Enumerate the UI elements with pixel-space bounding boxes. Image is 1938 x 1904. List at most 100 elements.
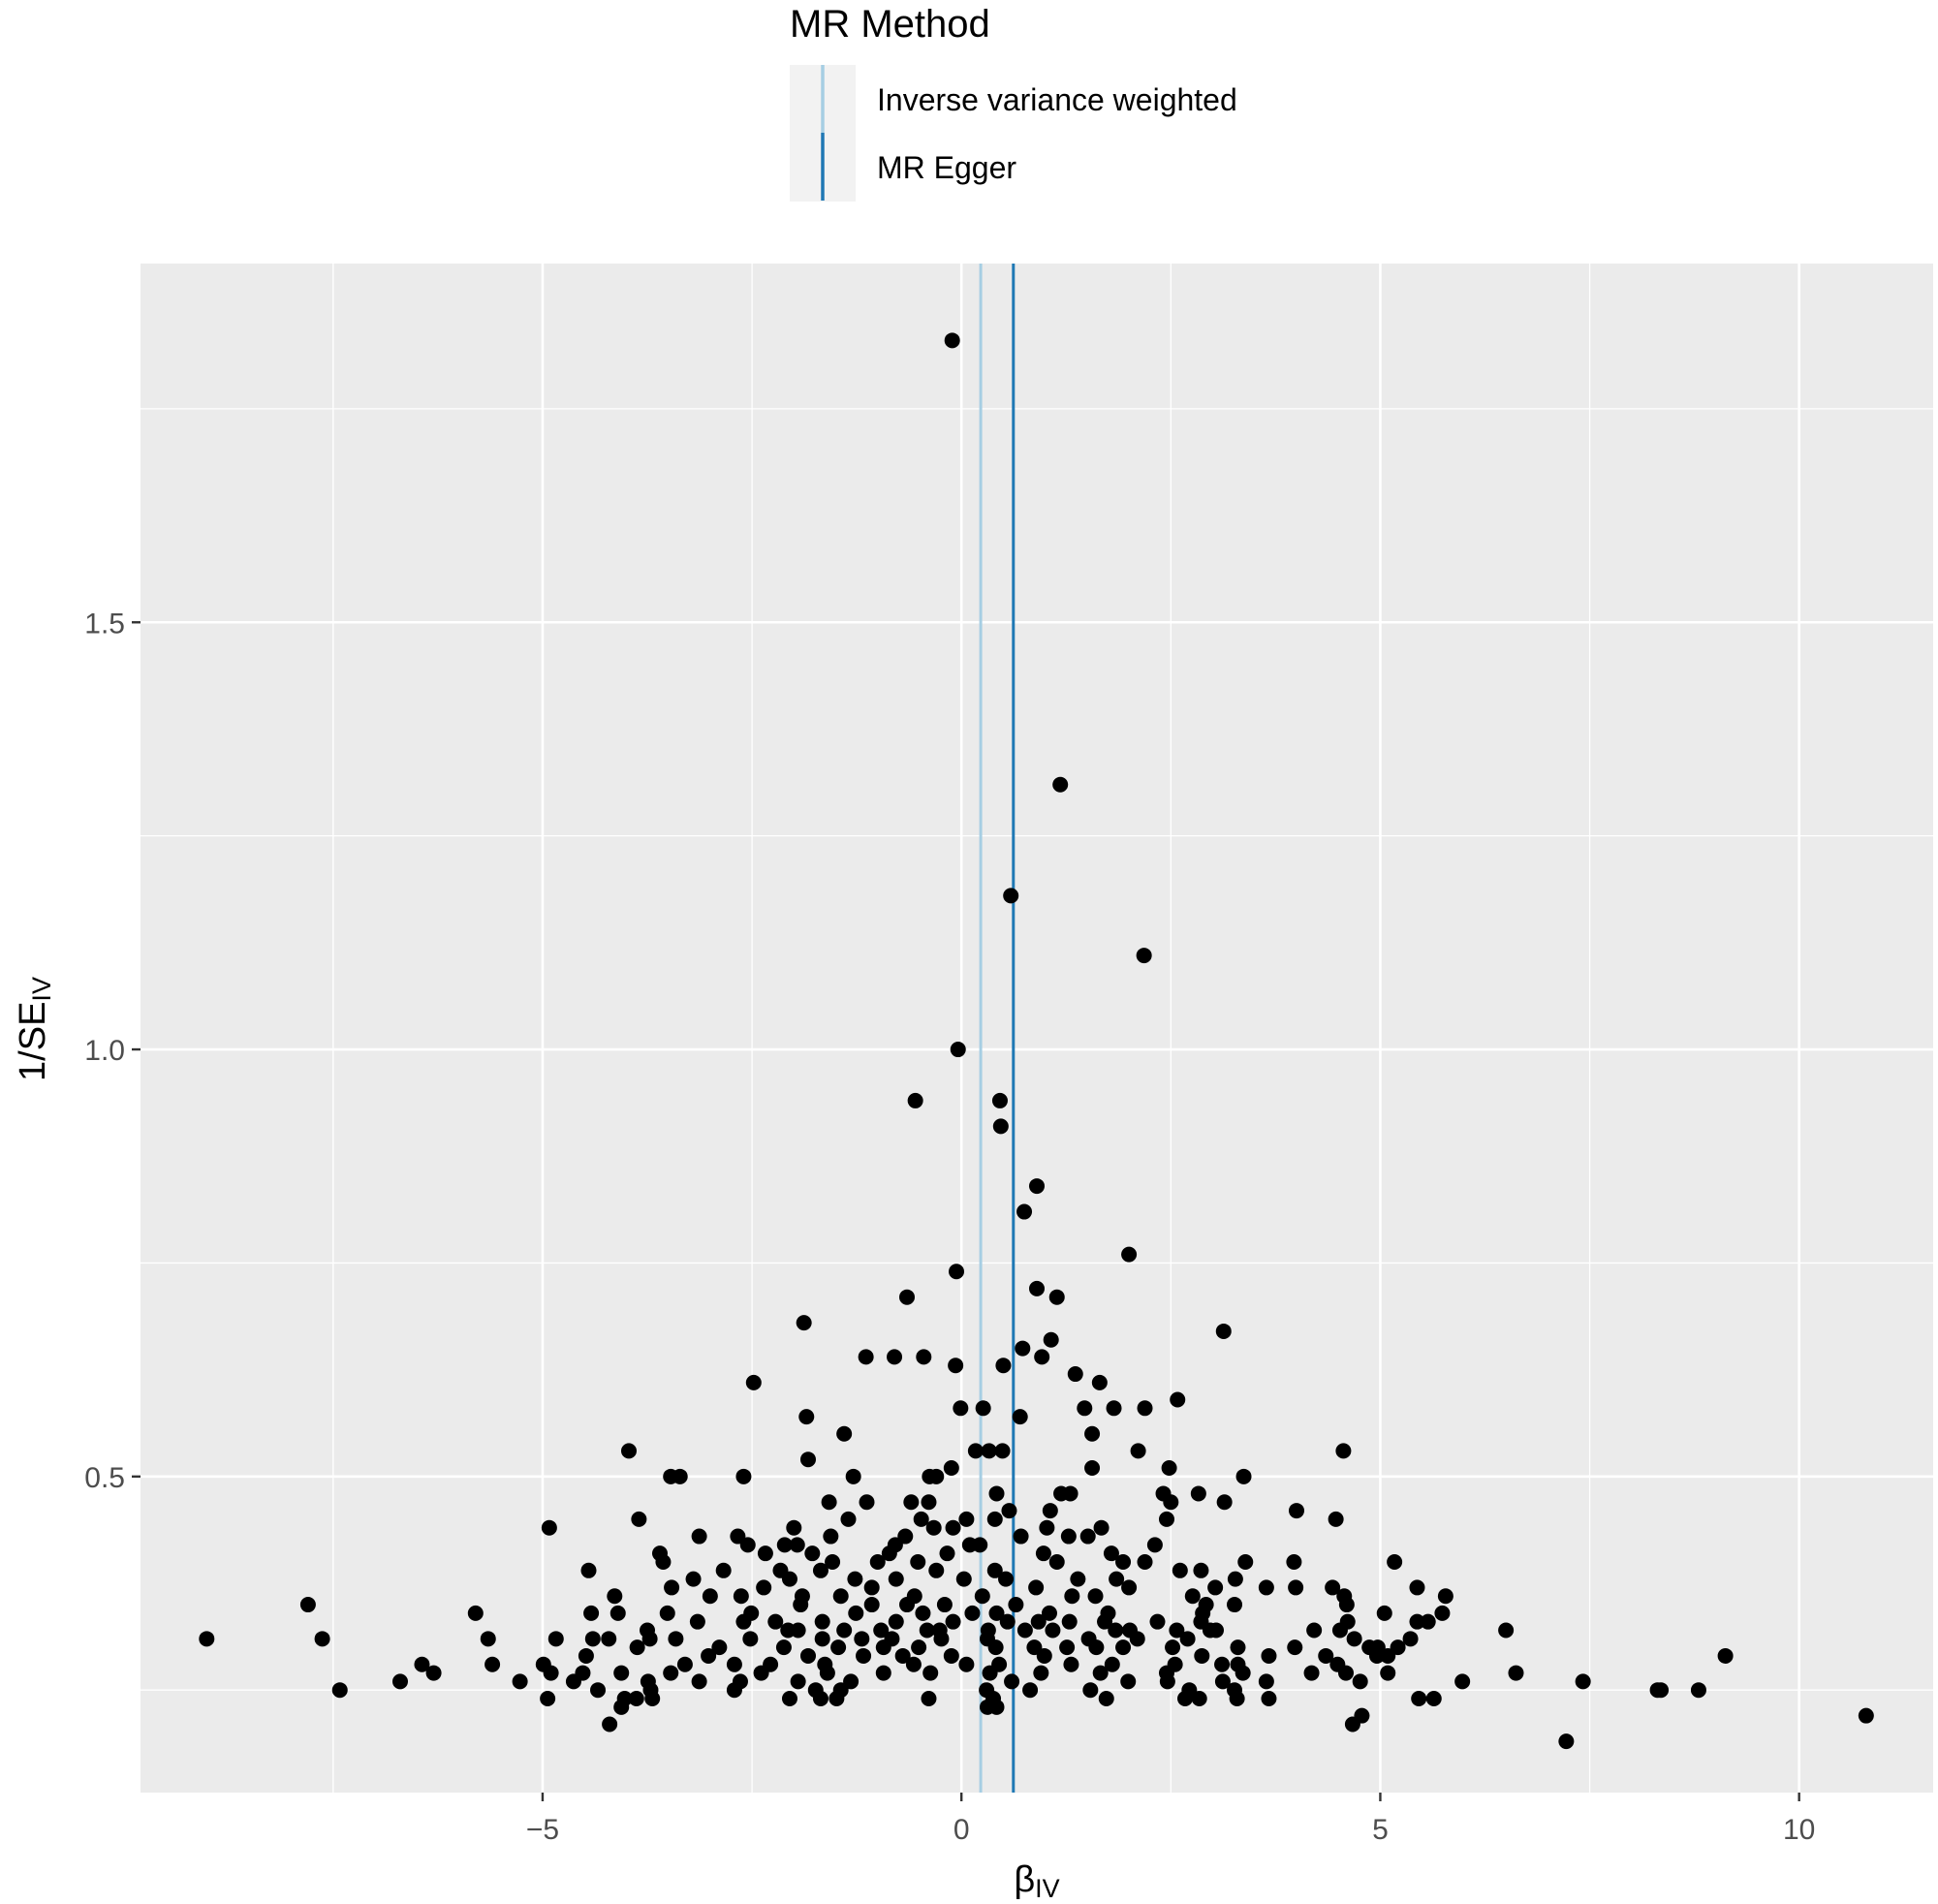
data-point [767,1613,784,1630]
data-point [1084,1460,1101,1477]
data-point [944,332,960,349]
data-point [1149,1613,1166,1630]
data-point [1029,1178,1045,1195]
data-point [425,1665,442,1681]
data-point [610,1605,626,1621]
data-point [1012,1409,1028,1425]
data-point [830,1639,847,1656]
data-point [1120,1673,1137,1690]
data-point [925,1519,942,1536]
data-point [691,1673,707,1690]
data-point [1036,1647,1052,1664]
data-point [1434,1605,1451,1621]
data-point [1191,1691,1207,1707]
data-point [1344,1716,1360,1732]
data-point [981,1443,997,1459]
data-point [659,1605,675,1621]
minor-gridlines [141,264,1933,1793]
data-point [1288,1503,1304,1519]
data-point [753,1665,769,1681]
data-point [840,1511,857,1527]
data-point [1258,1673,1274,1690]
data-point [916,1349,932,1365]
data-point [1063,1656,1079,1672]
data-point [1035,1545,1051,1562]
data-point [668,1631,684,1647]
x-axis-title-sub: IV [1035,1874,1060,1903]
data-point [936,1597,953,1613]
data-point [1376,1605,1392,1621]
data-point [799,1647,816,1664]
data-point [1190,1485,1206,1502]
data-point [869,1553,886,1570]
data-point [992,1118,1009,1135]
data-point [607,1588,623,1605]
data-point [1368,1647,1385,1664]
data-point [1235,1665,1251,1681]
data-point [1303,1665,1320,1681]
data-point [1121,1246,1138,1263]
data-point [1091,1374,1108,1390]
data-point [543,1665,559,1681]
data-point [1098,1691,1114,1707]
data-point [1079,1528,1096,1545]
data-point [812,1691,828,1707]
data-point [994,1443,1011,1459]
data-point [845,1468,861,1484]
data-point [873,1622,890,1639]
data-point [919,1622,935,1639]
data-point [1346,1631,1362,1647]
data-point [991,1092,1008,1108]
data-point [967,1443,984,1459]
data-point [735,1613,752,1630]
data-point [757,1545,773,1562]
data-point [331,1682,348,1699]
legend: MR Method Inverse variance weighted MR E… [790,3,1237,202]
data-point [943,1460,959,1477]
data-point [781,1691,797,1707]
data-point [953,1400,969,1417]
data-point [1172,1562,1188,1578]
data-point [1016,1203,1033,1220]
data-point [739,1537,756,1553]
data-point [1042,1503,1058,1519]
data-point [987,1639,1004,1656]
data-point [1286,1553,1302,1570]
data-point [1411,1691,1427,1707]
data-point [1207,1579,1224,1596]
data-point [663,1665,679,1681]
data-point [776,1537,793,1553]
data-point [999,1613,1016,1630]
data-point [1159,1673,1175,1690]
data-point [1084,1425,1101,1442]
x-tick-label: −5 [526,1814,559,1846]
data-point [1337,1665,1354,1681]
data-point [958,1656,975,1672]
data-point [1717,1647,1734,1664]
data-point [888,1613,904,1630]
data-point [964,1605,981,1621]
data-point [1029,1280,1045,1296]
data-point [928,1468,945,1484]
data-point [601,1631,617,1647]
data-point [602,1716,618,1732]
data-point [631,1511,647,1527]
data-point [1169,1622,1185,1639]
data-point [945,1613,961,1630]
data-point [1039,1519,1055,1536]
data-point [1215,1323,1232,1339]
data-point [691,1528,707,1545]
data-point [1008,1597,1024,1613]
data-point [921,1494,937,1511]
data-point [1052,776,1069,793]
legend-label-ivw: Inverse variance weighted [877,82,1237,117]
data-point [1214,1656,1231,1672]
data-point [1092,1665,1109,1681]
data-point [945,1519,961,1536]
data-point [847,1571,863,1587]
major-gridlines [141,264,1933,1793]
data-point [1420,1613,1436,1630]
data-point [1287,1639,1303,1656]
data-point [1015,1340,1031,1357]
data-point [933,1631,950,1647]
